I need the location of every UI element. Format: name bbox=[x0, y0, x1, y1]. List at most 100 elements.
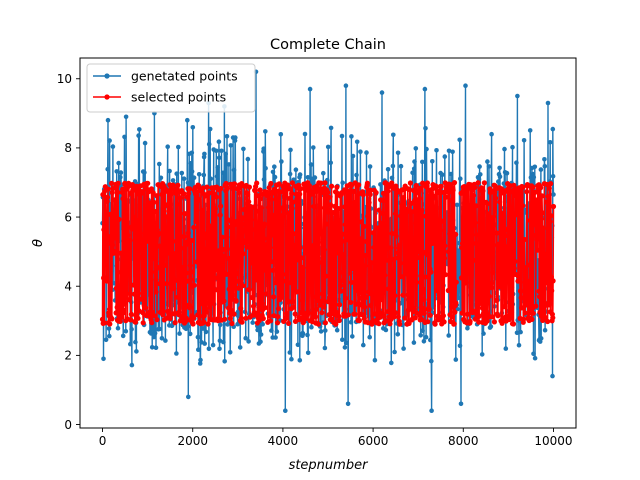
selected-point bbox=[539, 241, 545, 247]
selected-point bbox=[344, 237, 350, 243]
selected-point bbox=[249, 227, 256, 233]
selected-point bbox=[315, 298, 321, 304]
selected-point bbox=[501, 304, 508, 310]
selected-point bbox=[442, 243, 448, 249]
generated-point bbox=[115, 325, 121, 331]
selected-point bbox=[198, 236, 205, 242]
selected-point bbox=[163, 245, 169, 251]
selected-point bbox=[447, 252, 453, 258]
selected-point bbox=[381, 313, 387, 319]
generated-point bbox=[410, 170, 415, 175]
selected-point bbox=[193, 218, 199, 224]
generated-point bbox=[258, 339, 263, 345]
generated-point bbox=[531, 351, 536, 357]
selected-point bbox=[150, 190, 156, 196]
selected-point bbox=[248, 256, 254, 262]
selected-point bbox=[144, 229, 150, 235]
selected-point bbox=[236, 285, 242, 291]
selected-point bbox=[371, 272, 377, 278]
generated-point bbox=[542, 157, 547, 162]
generated-point bbox=[457, 137, 463, 143]
generated-point bbox=[116, 160, 121, 166]
generated-point bbox=[185, 324, 190, 329]
selected-point bbox=[117, 318, 123, 324]
selected-point bbox=[250, 204, 256, 210]
generated-point bbox=[454, 202, 460, 208]
y-tick-label: 8 bbox=[64, 141, 72, 155]
selected-point bbox=[186, 305, 192, 311]
selected-point bbox=[238, 305, 244, 311]
selected-point bbox=[533, 197, 540, 203]
selected-point bbox=[231, 181, 238, 187]
selected-point bbox=[328, 202, 334, 208]
selected-point bbox=[470, 308, 476, 314]
selected-point bbox=[103, 222, 109, 228]
selected-point bbox=[294, 198, 300, 205]
selected-point bbox=[425, 319, 431, 325]
selected-point bbox=[504, 245, 510, 251]
selected-point bbox=[188, 276, 194, 283]
selected-point bbox=[325, 189, 331, 196]
selected-point bbox=[187, 186, 193, 192]
selected-point bbox=[246, 287, 252, 293]
generated-point bbox=[424, 146, 429, 152]
generated-point bbox=[123, 114, 129, 120]
selected-point bbox=[263, 242, 269, 248]
series-selected-markers bbox=[99, 180, 557, 327]
selected-point bbox=[127, 291, 133, 297]
selected-point bbox=[421, 286, 427, 292]
selected-point bbox=[363, 294, 369, 300]
selected-point bbox=[390, 297, 396, 303]
selected-point bbox=[489, 215, 495, 221]
generated-point bbox=[497, 165, 502, 171]
selected-point bbox=[439, 218, 445, 224]
selected-point bbox=[459, 310, 465, 316]
selected-point bbox=[368, 302, 374, 309]
selected-point bbox=[106, 306, 113, 312]
generated-point bbox=[110, 144, 116, 149]
selected-point bbox=[404, 236, 410, 242]
selected-point bbox=[475, 180, 481, 186]
selected-point bbox=[463, 280, 469, 286]
selected-point bbox=[104, 198, 110, 204]
generated-point bbox=[488, 324, 494, 329]
selected-point bbox=[163, 240, 169, 246]
selected-point bbox=[338, 282, 344, 289]
generated-point bbox=[321, 170, 326, 176]
selected-point bbox=[275, 314, 281, 320]
selected-point bbox=[462, 203, 468, 209]
selected-point bbox=[111, 230, 117, 236]
generated-point bbox=[122, 134, 127, 140]
selected-point bbox=[333, 321, 339, 327]
selected-point bbox=[280, 213, 286, 220]
y-tick-label: 6 bbox=[64, 210, 72, 224]
generated-point bbox=[361, 342, 366, 348]
selected-point bbox=[443, 194, 449, 200]
selected-point bbox=[372, 295, 378, 301]
selected-point bbox=[262, 305, 268, 311]
selected-point bbox=[517, 288, 524, 294]
selected-point bbox=[119, 314, 125, 320]
generated-point bbox=[272, 164, 277, 169]
selected-point bbox=[140, 310, 146, 316]
selected-point bbox=[478, 196, 484, 202]
generated-point bbox=[142, 170, 147, 175]
generated-point bbox=[269, 328, 274, 333]
generated-point bbox=[263, 166, 268, 171]
selected-point bbox=[508, 314, 514, 320]
selected-point bbox=[171, 286, 177, 292]
selected-point bbox=[438, 183, 444, 189]
selected-point bbox=[292, 311, 298, 317]
selected-point bbox=[276, 181, 282, 187]
generated-point bbox=[350, 334, 355, 339]
generated-point bbox=[318, 329, 324, 334]
selected-point bbox=[197, 313, 203, 319]
generated-point bbox=[227, 350, 233, 355]
selected-point bbox=[434, 288, 440, 294]
generated-point bbox=[273, 335, 278, 340]
selected-point bbox=[199, 207, 205, 213]
selected-point bbox=[270, 212, 276, 218]
generated-point bbox=[455, 255, 461, 261]
selected-point bbox=[326, 194, 332, 200]
